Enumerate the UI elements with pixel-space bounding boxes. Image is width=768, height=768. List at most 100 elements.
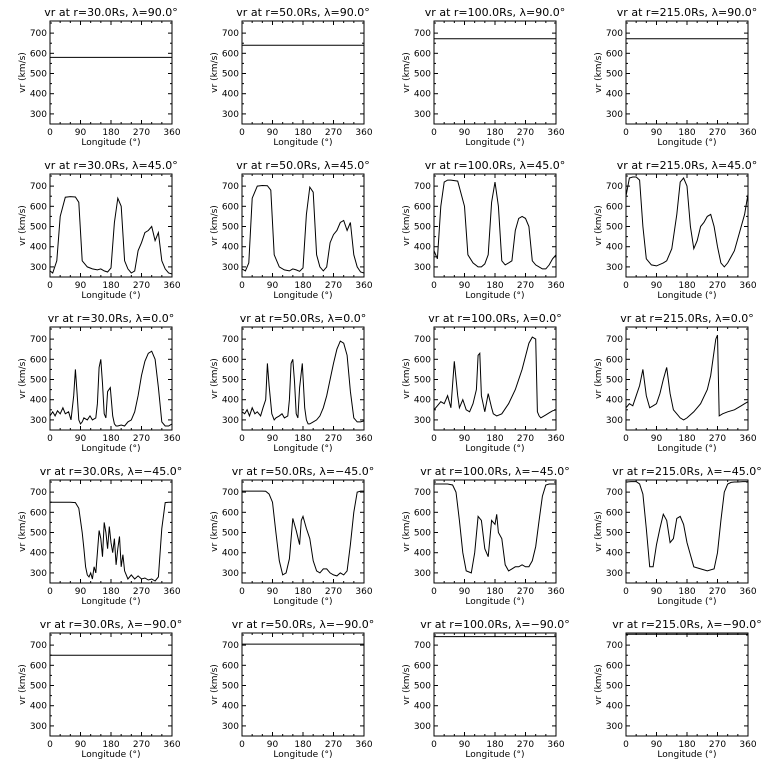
x-tick-label: 270 — [325, 587, 342, 597]
y-tick-label: 600 — [606, 49, 623, 59]
y-axis-label: vr (km/s) — [210, 205, 220, 246]
x-tick-label: 0 — [431, 740, 437, 750]
chart-panel-17: vr at r=30.0Rs, λ=−90.0° 0 90 180 270 360 300 4… — [18, 618, 182, 760]
x-tick-label: 270 — [325, 740, 342, 750]
y-tick-label: 400 — [30, 396, 47, 406]
chart-panel-16: vr at r=215.0Rs, λ=−45.0° 0 90 180 270 360 300… — [594, 465, 762, 607]
y-tick-label: 700 — [414, 335, 431, 345]
x-tick-label: 180 — [102, 281, 119, 291]
x-tick-label: 0 — [47, 587, 53, 597]
chart-panel-20: vr at r=215.0Rs, λ=−90.0° 0 90 180 270 360 300… — [594, 618, 762, 760]
x-axis-label: Longitude (°) — [465, 138, 524, 148]
x-tick-label: 270 — [517, 281, 534, 291]
y-tick-label: 500 — [606, 223, 623, 233]
x-tick-label: 270 — [133, 281, 150, 291]
series-line — [625, 481, 748, 572]
y-tick-label: 600 — [606, 508, 623, 518]
y-axis-label: vr (km/s) — [402, 205, 412, 246]
x-tick-label: 0 — [623, 128, 629, 138]
x-tick-label: 90 — [459, 281, 471, 291]
y-tick-label: 300 — [606, 416, 623, 426]
y-tick-label: 400 — [414, 90, 431, 100]
x-tick-label: 90 — [267, 740, 279, 750]
x-tick-label: 180 — [294, 740, 311, 750]
panel-title: vr at r=215.0Rs, λ=−90.0° — [612, 618, 762, 631]
x-tick-label: 360 — [163, 740, 180, 750]
y-tick-label: 500 — [414, 529, 431, 539]
y-tick-label: 500 — [606, 376, 623, 386]
y-axis-label: vr (km/s) — [18, 52, 28, 93]
y-tick-label: 700 — [30, 182, 47, 192]
x-axis-label: Longitude (°) — [81, 291, 140, 301]
x-tick-label: 180 — [486, 128, 503, 138]
panel-title: vr at r=50.0Rs, λ=−90.0° — [232, 618, 375, 631]
y-tick-label: 700 — [414, 641, 431, 651]
y-tick-label: 400 — [30, 702, 47, 712]
y-tick-label: 300 — [606, 722, 623, 732]
x-tick-label: 270 — [517, 740, 534, 750]
x-tick-label: 360 — [739, 128, 756, 138]
y-tick-label: 400 — [222, 396, 239, 406]
x-tick-label: 270 — [325, 281, 342, 291]
y-tick-label: 700 — [30, 335, 47, 345]
x-axis-label: Longitude (°) — [465, 750, 524, 760]
panel-title: vr at r=215.0Rs, λ=90.0° — [617, 6, 757, 19]
x-tick-label: 180 — [486, 434, 503, 444]
y-tick-label: 400 — [414, 549, 431, 559]
y-tick-label: 500 — [30, 376, 47, 386]
panel-title: vr at r=30.0Rs, λ=0.0° — [48, 312, 174, 325]
series-line — [433, 336, 557, 419]
y-tick-label: 500 — [606, 70, 623, 80]
y-tick-label: 400 — [606, 243, 623, 253]
panel-title: vr at r=100.0Rs, λ=−45.0° — [420, 465, 570, 478]
x-tick-label: 90 — [75, 740, 87, 750]
y-tick-label: 700 — [222, 335, 239, 345]
x-tick-label: 360 — [547, 587, 564, 597]
x-tick-label: 0 — [47, 128, 53, 138]
panel-title: vr at r=100.0Rs, λ=90.0° — [425, 6, 565, 19]
x-axis-label: Longitude (°) — [81, 138, 140, 148]
y-tick-label: 300 — [30, 569, 47, 579]
x-tick-label: 360 — [547, 128, 564, 138]
y-axis-label: vr (km/s) — [594, 52, 604, 93]
x-tick-label: 90 — [267, 434, 279, 444]
x-tick-label: 360 — [355, 281, 372, 291]
y-axis-label: vr (km/s) — [594, 511, 604, 552]
x-tick-label: 90 — [267, 128, 279, 138]
y-tick-label: 300 — [30, 110, 47, 120]
panel-title: vr at r=215.0Rs, λ=45.0° — [617, 159, 757, 172]
series-line — [50, 501, 172, 582]
x-tick-label: 270 — [517, 434, 534, 444]
chart-panel-14: vr at r=50.0Rs, λ=−45.0° 0 90 180 270 360 300 4… — [210, 465, 374, 607]
y-tick-label: 300 — [30, 263, 47, 273]
y-tick-label: 300 — [606, 569, 623, 579]
y-tick-label: 300 — [222, 416, 239, 426]
x-tick-label: 270 — [133, 587, 150, 597]
x-tick-label: 360 — [163, 281, 180, 291]
x-tick-label: 360 — [163, 128, 180, 138]
y-tick-label: 500 — [222, 70, 239, 80]
plot-frame — [625, 20, 749, 125]
x-tick-label: 270 — [709, 281, 726, 291]
x-tick-label: 90 — [651, 740, 663, 750]
x-tick-label: 360 — [547, 281, 564, 291]
chart-panel-8: vr at r=215.0Rs, λ=45.0° 0 90 180 270 360 300 4… — [594, 159, 757, 301]
x-tick-label: 270 — [709, 740, 726, 750]
series-line — [433, 179, 557, 270]
chart-panel-2: vr at r=50.0Rs, λ=90.0° 0 90 180 270 360 300 40… — [210, 6, 373, 148]
x-axis-label: Longitude (°) — [657, 597, 716, 607]
y-tick-label: 600 — [30, 355, 47, 365]
y-tick-label: 600 — [414, 202, 431, 212]
y-axis-label: vr (km/s) — [210, 511, 220, 552]
x-tick-label: 0 — [239, 281, 245, 291]
y-tick-label: 400 — [414, 702, 431, 712]
x-tick-label: 180 — [102, 128, 119, 138]
y-tick-label: 500 — [222, 529, 239, 539]
y-axis-label: vr (km/s) — [402, 511, 412, 552]
x-tick-label: 0 — [623, 587, 629, 597]
x-tick-label: 270 — [133, 740, 150, 750]
x-tick-label: 360 — [547, 740, 564, 750]
y-tick-label: 500 — [606, 529, 623, 539]
x-tick-label: 0 — [47, 281, 53, 291]
chart-panel-13: vr at r=30.0Rs, λ=−45.0° 0 90 180 270 360 300 4… — [18, 465, 182, 607]
